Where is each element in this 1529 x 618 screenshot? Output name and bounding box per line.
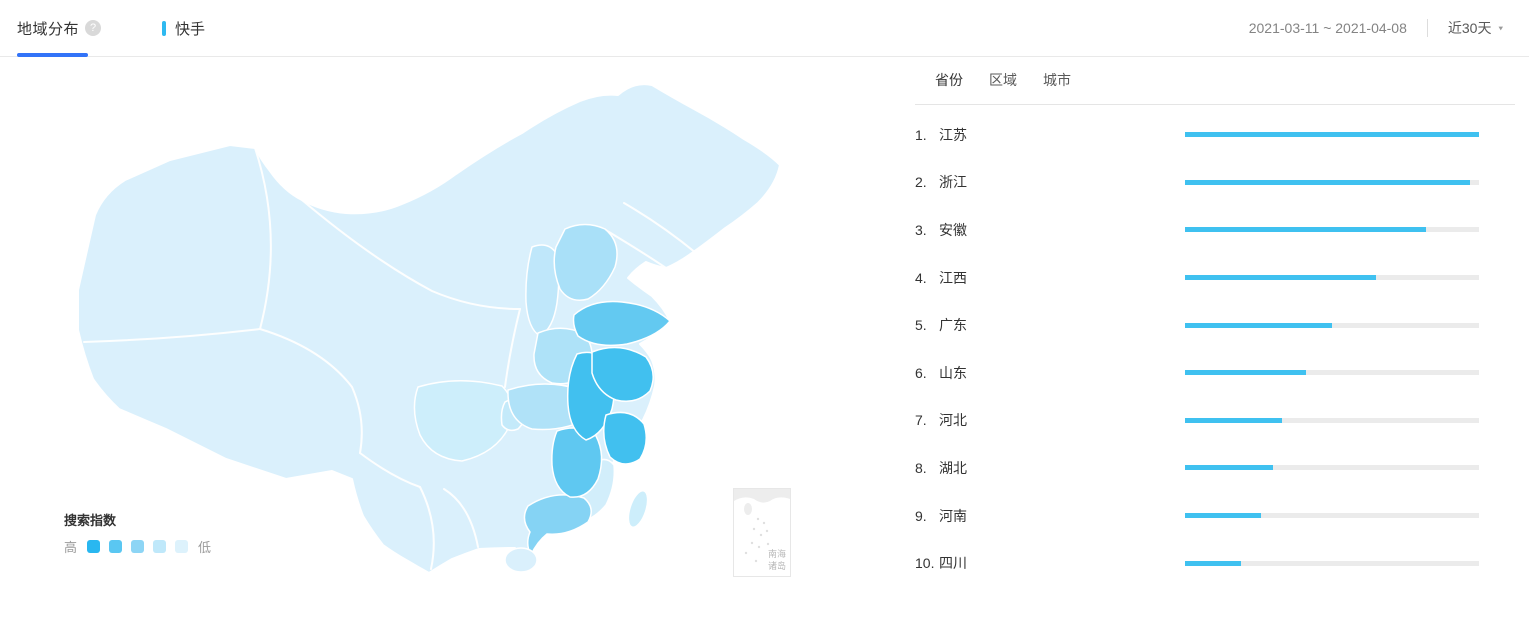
province-jiangsu	[591, 346, 654, 403]
bar-track	[1185, 513, 1479, 519]
legend-title: 搜索指数	[64, 513, 117, 528]
bar-fill	[1185, 513, 1262, 519]
keyword-marker-icon	[162, 20, 167, 36]
legend-scale	[87, 540, 189, 553]
page-title: 地域分布	[17, 20, 80, 38]
ranking-row: 10. 四川	[915, 539, 1515, 587]
province-shapes[interactable]	[413, 223, 671, 573]
province-hainan	[504, 547, 538, 573]
legend-color-swatch	[109, 540, 123, 553]
legend-high-label: 高	[64, 540, 78, 555]
rank-number: 6.	[915, 364, 927, 381]
bar-track	[1185, 275, 1479, 281]
chevron-down-icon: ▾	[1498, 23, 1503, 32]
ranking-row: 4. 江西	[915, 254, 1515, 302]
legend-low-label: 低	[198, 540, 212, 555]
period-selector-dropdown[interactable]: 近30天 ▾	[1448, 18, 1503, 38]
help-icon[interactable]: ?	[85, 20, 102, 36]
ranking-row: 3. 安徽	[915, 206, 1515, 254]
province-ranking-list: 1. 江苏 2. 浙江 3. 安徽 4. 江西 5. 广东 6. 山东 7. 河北 8. 湖北 9. 河南 10. 四…	[915, 105, 1515, 587]
bar-track	[1185, 560, 1479, 566]
province-shandong	[572, 300, 671, 347]
rank-number: 9.	[915, 507, 927, 524]
map-legend: 搜索指数 高 低	[64, 510, 211, 556]
south-china-sea-inset: 南海 诸岛	[733, 488, 791, 577]
bar-track	[1185, 465, 1479, 471]
china-map-area: 搜索指数 高 低 南海 诸岛	[0, 57, 900, 618]
ranking-tabs: 省份 区域 城市	[915, 57, 1515, 105]
rank-number: 7.	[915, 412, 927, 429]
keyword-legend: 快手	[162, 18, 205, 39]
province-borders	[83, 147, 697, 570]
rank-number: 5.	[915, 317, 927, 334]
ranking-row: 6. 山东	[915, 349, 1515, 397]
main-content: 搜索指数 高 低 南海 诸岛	[0, 57, 1529, 618]
bar-fill	[1185, 560, 1241, 566]
province-guangdong	[523, 494, 592, 556]
bar-track	[1185, 179, 1479, 185]
tab-province[interactable]: 省份	[935, 72, 963, 88]
bar-track	[1185, 417, 1479, 423]
tab-region[interactable]: 区域	[989, 72, 1017, 88]
legend-color-swatch	[131, 540, 145, 553]
bar-fill	[1185, 179, 1471, 185]
bar-track	[1185, 132, 1479, 138]
bar-fill	[1185, 465, 1274, 471]
province-name: 安徽	[939, 221, 967, 238]
bar-fill	[1185, 275, 1377, 281]
legend-color-swatch	[175, 540, 189, 553]
header-right: 2021-03-11 ~ 2021-04-08 近30天 ▾	[1249, 18, 1529, 38]
date-range-label: 2021-03-11 ~ 2021-04-08	[1248, 20, 1407, 36]
bar-fill	[1185, 417, 1283, 423]
china-choropleth-map[interactable]	[0, 57, 900, 618]
ranking-row: 7. 河北	[915, 397, 1515, 445]
bar-fill	[1185, 227, 1427, 233]
province-name: 四川	[939, 555, 967, 572]
rank-number: 10.	[915, 555, 935, 572]
province-name: 江苏	[939, 126, 967, 143]
bar-track	[1185, 227, 1479, 233]
legend-row: 高 低	[64, 537, 211, 556]
ranking-row: 2. 浙江	[915, 159, 1515, 207]
rank-number: 8.	[915, 459, 927, 476]
province-hebei	[553, 223, 618, 301]
province-zhejiang	[603, 411, 647, 465]
ranking-row: 5. 广东	[915, 301, 1515, 349]
period-label: 近30天	[1447, 20, 1492, 36]
province-name: 广东	[939, 317, 967, 334]
bar-fill	[1185, 322, 1332, 328]
province-name: 湖北	[939, 459, 967, 476]
ranking-row: 9. 河南	[915, 492, 1515, 540]
rank-number: 4.	[915, 269, 927, 286]
tab-city[interactable]: 城市	[1043, 72, 1071, 88]
legend-color-swatch	[87, 540, 101, 553]
province-jiangxi	[551, 427, 603, 498]
bar-track	[1185, 322, 1479, 328]
province-name: 河北	[939, 412, 967, 429]
china-outline	[77, 83, 781, 574]
rank-number: 3.	[915, 221, 927, 238]
rank-number: 2.	[915, 174, 927, 191]
province-name: 浙江	[939, 174, 967, 191]
header: 地域分布 ? 快手 2021-03-11 ~ 2021-04-08 近30天 ▾	[0, 0, 1529, 57]
bar-fill	[1185, 132, 1479, 138]
province-name: 山东	[939, 364, 967, 381]
divider	[1426, 19, 1428, 37]
keyword-label: 快手	[175, 20, 206, 38]
legend-color-swatch	[153, 540, 167, 553]
bar-track	[1185, 370, 1479, 376]
province-taiwan	[627, 490, 649, 528]
rank-number: 1.	[915, 126, 927, 143]
province-name: 江西	[939, 269, 967, 286]
ranking-panel: 省份 区域 城市 1. 江苏 2. 浙江 3. 安徽 4. 江西 5. 广东 6. 山东 7. 河北 8. 湖北 9…	[915, 57, 1515, 618]
inset-label: 南海 诸岛	[767, 549, 786, 571]
bar-fill	[1185, 370, 1306, 376]
inset-map-graphic	[734, 489, 790, 563]
province-name: 河南	[939, 507, 967, 524]
ranking-row: 8. 湖北	[915, 444, 1515, 492]
ranking-row: 1. 江苏	[915, 111, 1515, 159]
section-title-tab: 地域分布 ?	[17, 0, 107, 57]
active-tab-underline	[17, 53, 88, 57]
province-sichuan	[413, 380, 514, 462]
